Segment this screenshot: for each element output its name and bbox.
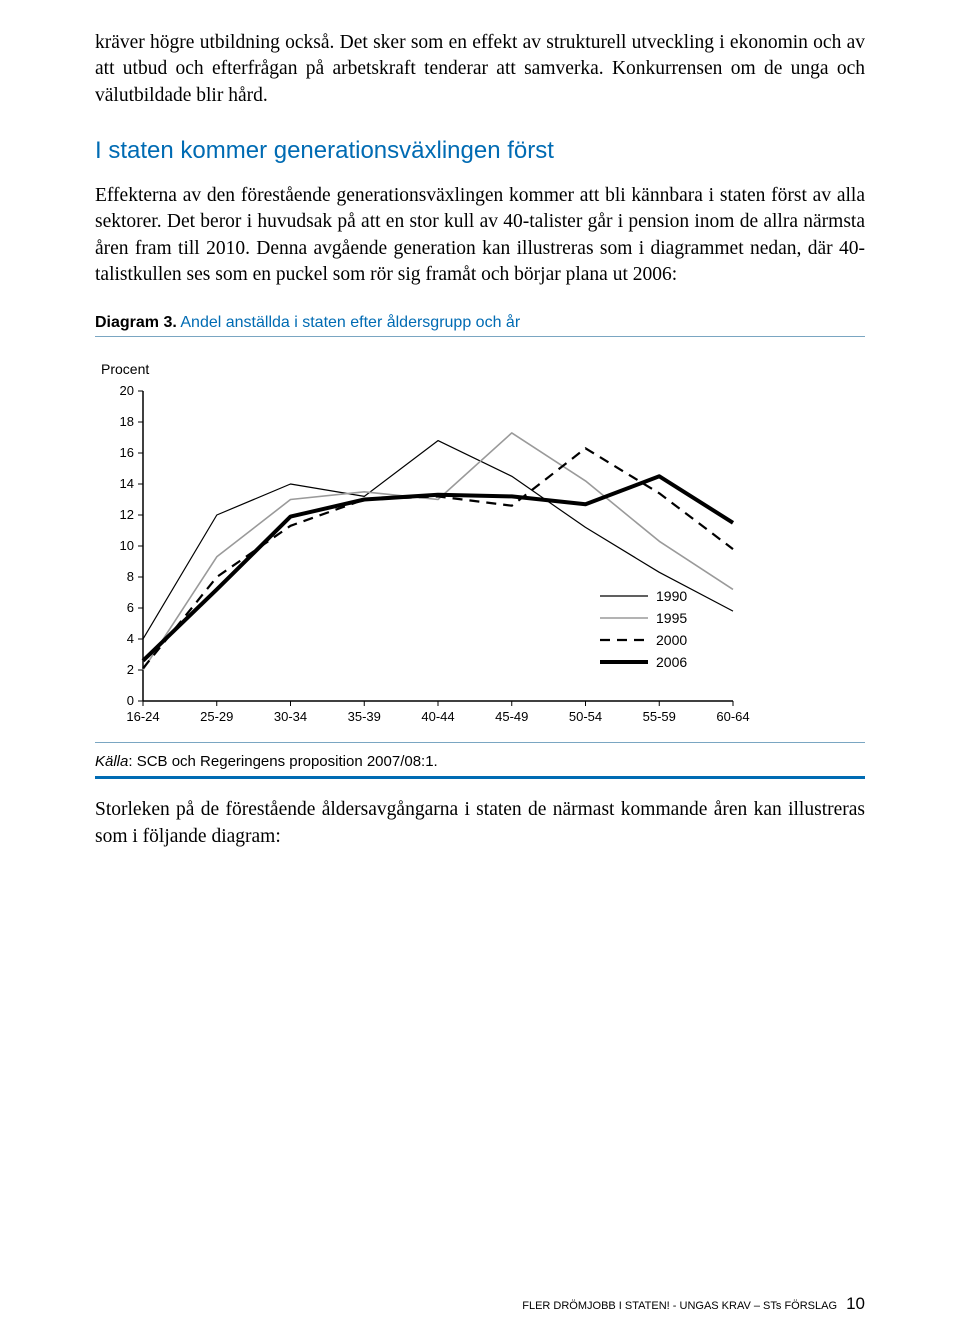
source-prefix: Källa: [95, 753, 128, 770]
svg-text:55-59: 55-59: [643, 709, 676, 724]
page: kräver högre utbildning också. Det sker …: [0, 0, 960, 1328]
svg-text:2006: 2006: [656, 654, 687, 670]
svg-text:60-64: 60-64: [716, 709, 749, 724]
divider-thick: [95, 776, 865, 779]
diagram-label-prefix: Diagram 3.: [95, 314, 177, 331]
svg-text:8: 8: [127, 569, 134, 584]
page-number: 10: [846, 1294, 865, 1313]
footer-text: FLER DRÖMJOBB I STATEN! - UNGAS KRAV – S…: [522, 1300, 837, 1312]
svg-text:18: 18: [120, 414, 134, 429]
paragraph-1: kräver högre utbildning också. Det sker …: [95, 30, 865, 109]
svg-text:0: 0: [127, 693, 134, 708]
svg-text:50-54: 50-54: [569, 709, 602, 724]
diagram-label: Diagram 3. Andel anställda i staten efte…: [95, 314, 865, 332]
svg-text:2000: 2000: [656, 632, 687, 648]
footer: FLER DRÖMJOBB I STATEN! - UNGAS KRAV – S…: [522, 1294, 865, 1314]
svg-text:40-44: 40-44: [421, 709, 454, 724]
svg-text:6: 6: [127, 600, 134, 615]
chart-container: Procent 0 2 4 6 8 10 12 14 16 18 20 16-24 25-29 30-34…: [95, 361, 865, 736]
divider-thin-bottom: [95, 742, 865, 743]
diagram-title: Andel anställda i staten efter åldersgru…: [180, 314, 520, 331]
paragraph-2: Effekterna av den förestående generation…: [95, 183, 865, 288]
source-text: : SCB och Regeringens proposition 2007/0…: [128, 753, 437, 770]
svg-text:30-34: 30-34: [274, 709, 307, 724]
paragraph-3: Storleken på de förestående åldersavgång…: [95, 797, 865, 850]
chart-source: Källa: SCB och Regeringens proposition 2…: [95, 753, 865, 770]
svg-text:25-29: 25-29: [200, 709, 233, 724]
svg-text:1995: 1995: [656, 610, 687, 626]
svg-text:16-24: 16-24: [126, 709, 159, 724]
svg-text:10: 10: [120, 538, 134, 553]
svg-text:20: 20: [120, 383, 134, 398]
svg-text:4: 4: [127, 631, 134, 646]
svg-text:45-49: 45-49: [495, 709, 528, 724]
svg-text:14: 14: [120, 476, 134, 491]
svg-text:16: 16: [120, 445, 134, 460]
svg-text:35-39: 35-39: [348, 709, 381, 724]
svg-text:1990: 1990: [656, 588, 687, 604]
section-heading: I staten kommer generationsväxlingen för…: [95, 137, 865, 165]
divider-thin-top: [95, 336, 865, 337]
line-chart: 0 2 4 6 8 10 12 14 16 18 20 16-24 25-29 30-34 35-39 40-…: [95, 381, 775, 736]
svg-text:2: 2: [127, 662, 134, 677]
svg-text:12: 12: [120, 507, 134, 522]
chart-ylabel: Procent: [101, 361, 865, 377]
